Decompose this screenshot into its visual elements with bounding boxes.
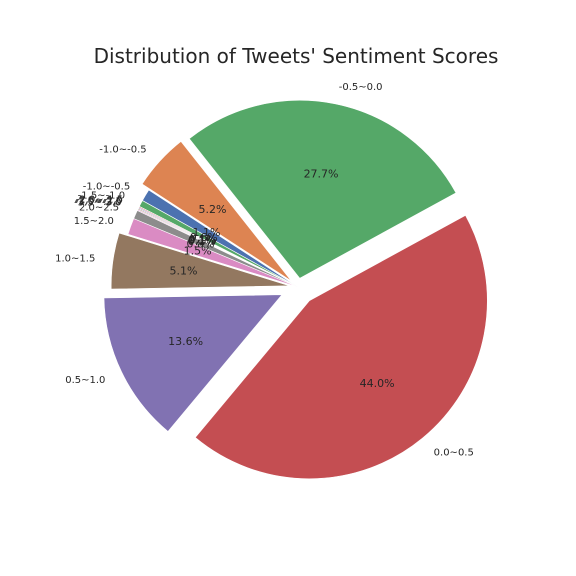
slice-percent-11: 27.7% <box>304 168 339 181</box>
pie-slice-0p0-to-0p5-10 <box>194 214 488 480</box>
slice-percent-3: 0.1% <box>188 234 216 247</box>
slice-percent-6: 0.8% <box>186 237 214 250</box>
slice-label-4: -3.0~-2.5 <box>75 197 122 208</box>
slice-percent-8: 5.1% <box>169 265 197 278</box>
slice-label-11: -0.5~0.0 <box>339 82 383 93</box>
slice-percent-4: 0.1% <box>188 234 216 247</box>
slice-label-12: -1.0~-0.5 <box>99 145 146 156</box>
slice-label-8: 1.0~1.5 <box>55 254 95 265</box>
pie-slices <box>103 99 488 480</box>
slice-percent-1: 0.6% <box>190 231 218 244</box>
slice-label-5: -3.5~-3.0 <box>74 198 121 209</box>
pie-slice-1p0-to-1p5-8 <box>110 232 290 290</box>
slice-percent-5: 0.1% <box>188 235 216 248</box>
pie-slice--0p5-to-0p0-11 <box>188 99 457 279</box>
slice-percent-9: 13.6% <box>168 335 203 348</box>
slice-label-6: 2.0~2.5 <box>79 203 119 214</box>
slice-label-10: 0.0~0.5 <box>434 447 474 458</box>
slice-percent-7: 1.5% <box>184 245 212 258</box>
slice-label-0: -1.0~-0.5 <box>83 182 130 193</box>
pie-slice--1p0-to--0p5-12 <box>141 141 292 282</box>
pie-slice-1p5-to-2p0-7 <box>127 218 299 288</box>
chart-title: Distribution of Tweets' Sentiment Scores <box>94 44 499 68</box>
slice-label-7: 1.5~2.0 <box>74 216 114 227</box>
slice-percent-2: 0.1% <box>189 233 217 246</box>
slice-label-2: -2.0~-1.5 <box>76 194 123 205</box>
slice-percent-12: 5.2% <box>198 203 226 216</box>
slice-label-3: -2.5~-2.0 <box>75 196 122 207</box>
pie-slice-0p5-to-1p0-9 <box>103 294 283 432</box>
slice-percent-10: 44.0% <box>360 377 395 390</box>
slice-label-9: 0.5~1.0 <box>65 375 105 386</box>
slice-percent-0: 1.1% <box>193 226 221 239</box>
pie-labels: -1.0~-0.5 1.1% -1.5~-1.0 0.6% -2.0~-1.5 0.1% -… <box>55 82 474 459</box>
slice-label-1: -1.5~-1.0 <box>78 191 125 202</box>
